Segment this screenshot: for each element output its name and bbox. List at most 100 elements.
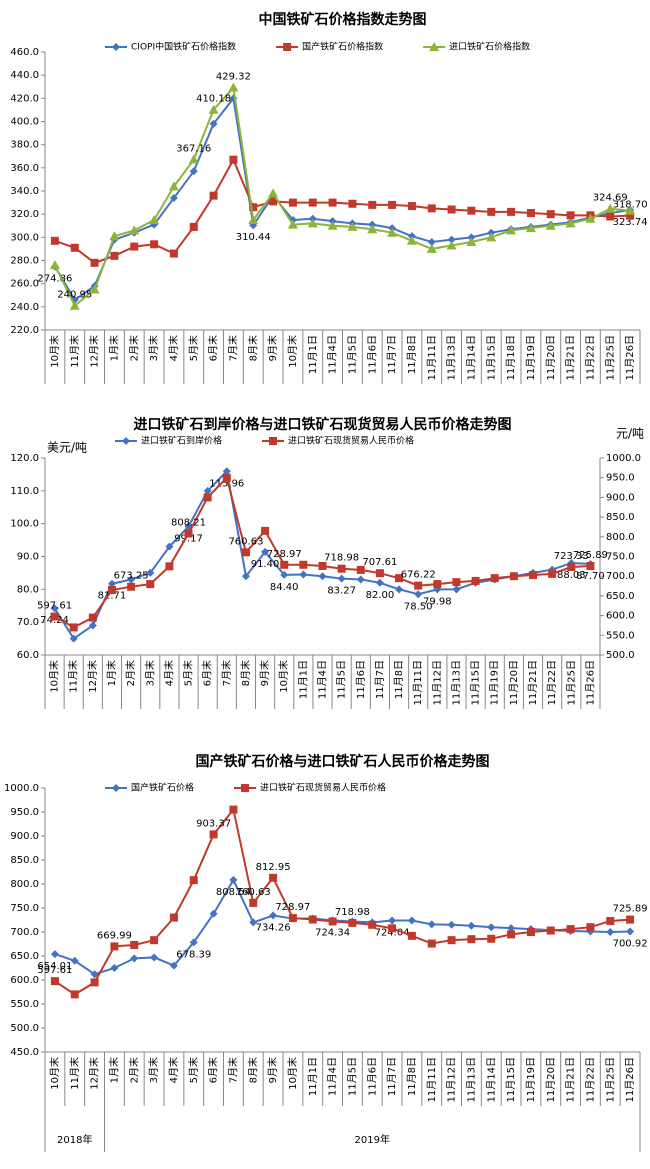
marker xyxy=(447,920,456,929)
series-line xyxy=(54,95,631,302)
x-tick-label: 11月5日 xyxy=(346,1057,358,1096)
data-label: 700.92 xyxy=(613,939,648,950)
data-label: 669.99 xyxy=(97,930,132,941)
x-tick-label: 10月末 xyxy=(277,660,290,693)
data-label: 725.89 xyxy=(613,904,648,915)
marker xyxy=(241,572,250,581)
data-label: 812.95 xyxy=(256,862,291,873)
y-tick-label: 420.0 xyxy=(10,93,39,104)
marker xyxy=(507,924,516,933)
marker xyxy=(129,225,140,235)
x-tick-label: 10月末 xyxy=(48,335,61,368)
marker xyxy=(347,221,358,231)
marker xyxy=(368,200,377,209)
data-label: 707.61 xyxy=(362,557,397,568)
marker xyxy=(414,590,423,599)
x-tick-label: 11月12日 xyxy=(446,1057,458,1102)
marker xyxy=(189,222,198,231)
y2-tick-label: 1000.0 xyxy=(606,453,641,464)
marker xyxy=(107,579,116,588)
data-label: 74.24 xyxy=(40,615,69,626)
y2-axis-label: 元/吨 xyxy=(616,427,644,441)
marker xyxy=(280,560,289,569)
x-tick-label: 11月21日 xyxy=(565,1057,577,1102)
x-tick-label: 11月末 xyxy=(67,660,80,693)
marker xyxy=(388,200,397,209)
series-line xyxy=(54,157,631,264)
x-tick-label: 4月末 xyxy=(162,660,175,686)
x-tick-label: 11月26日 xyxy=(624,335,636,380)
y2-tick-label: 550.0 xyxy=(606,630,635,641)
y-tick-label: 500.0 xyxy=(10,1023,39,1034)
marker xyxy=(586,561,595,570)
marker xyxy=(318,572,327,581)
marker xyxy=(209,909,218,918)
x-tick-label: 10月末 xyxy=(286,1057,299,1090)
y-tick-label: 440.0 xyxy=(10,70,39,81)
marker xyxy=(395,574,404,583)
marker xyxy=(452,585,461,594)
marker xyxy=(127,582,136,591)
x-tick-label: 10月末 xyxy=(48,660,61,693)
marker xyxy=(283,43,292,51)
marker xyxy=(150,953,159,962)
x-tick-label: 11月20日 xyxy=(545,1057,557,1102)
marker xyxy=(337,564,346,573)
marker xyxy=(585,213,596,223)
x-tick-label: 11月4日 xyxy=(317,660,329,699)
data-label: 725.89 xyxy=(573,550,608,561)
marker xyxy=(299,570,308,579)
marker xyxy=(507,930,516,939)
marker xyxy=(50,950,59,959)
x-tick-label: 1月末 xyxy=(107,335,120,361)
data-label: 654.01 xyxy=(37,961,72,972)
y-tick-label: 360.0 xyxy=(10,163,39,174)
x-tick-label: 11月13日 xyxy=(446,335,458,380)
data-label: 724.04 xyxy=(375,927,410,938)
data-label: 240.95 xyxy=(57,290,92,301)
x-tick-label: 9月末 xyxy=(266,1057,279,1083)
y-axis-label: 美元/吨 xyxy=(47,441,87,455)
marker xyxy=(184,529,193,538)
y-tick-label: 320.0 xyxy=(10,209,39,220)
marker xyxy=(626,927,635,936)
data-label: 274.86 xyxy=(37,273,72,284)
marker xyxy=(388,916,397,925)
marker xyxy=(388,924,397,933)
marker xyxy=(328,198,337,207)
x-tick-label: 11月8日 xyxy=(406,335,418,374)
marker xyxy=(375,569,384,578)
marker xyxy=(348,918,357,927)
x-tick-label: 11月19日 xyxy=(525,1057,537,1102)
marker xyxy=(222,473,231,482)
data-label: 99.17 xyxy=(174,533,203,544)
data-label: 718.98 xyxy=(324,553,359,564)
data-label: 87.70 xyxy=(576,571,605,582)
marker xyxy=(69,634,78,643)
chart-title: 中国铁矿石价格指数走势图 xyxy=(259,11,427,28)
y-tick-label: 800.0 xyxy=(10,879,39,890)
marker xyxy=(327,220,338,230)
marker xyxy=(189,876,198,885)
marker xyxy=(109,231,120,241)
marker xyxy=(287,219,298,229)
x-tick-label: 11月19日 xyxy=(489,660,501,705)
legend-label: 进口铁矿石现货贸易人民币价格 xyxy=(260,782,386,794)
x-tick-label: 11月7日 xyxy=(386,335,398,374)
x-tick-label: 3月末 xyxy=(147,335,160,361)
x-tick-label: 11月15日 xyxy=(485,335,497,380)
x-tick-label: 6月末 xyxy=(207,335,220,361)
y-tick-label: 950.0 xyxy=(10,807,39,818)
marker xyxy=(50,236,59,245)
marker xyxy=(471,576,480,585)
marker xyxy=(605,203,616,213)
marker xyxy=(88,613,97,622)
x-tick-label: 8月末 xyxy=(239,660,252,686)
marker xyxy=(466,236,477,246)
x-tick-label: 11月1日 xyxy=(307,335,319,374)
marker xyxy=(318,561,327,570)
marker xyxy=(433,580,442,589)
data-label: 673.25 xyxy=(114,571,149,582)
marker xyxy=(189,167,198,176)
x-tick-label: 10月末 xyxy=(286,335,299,368)
